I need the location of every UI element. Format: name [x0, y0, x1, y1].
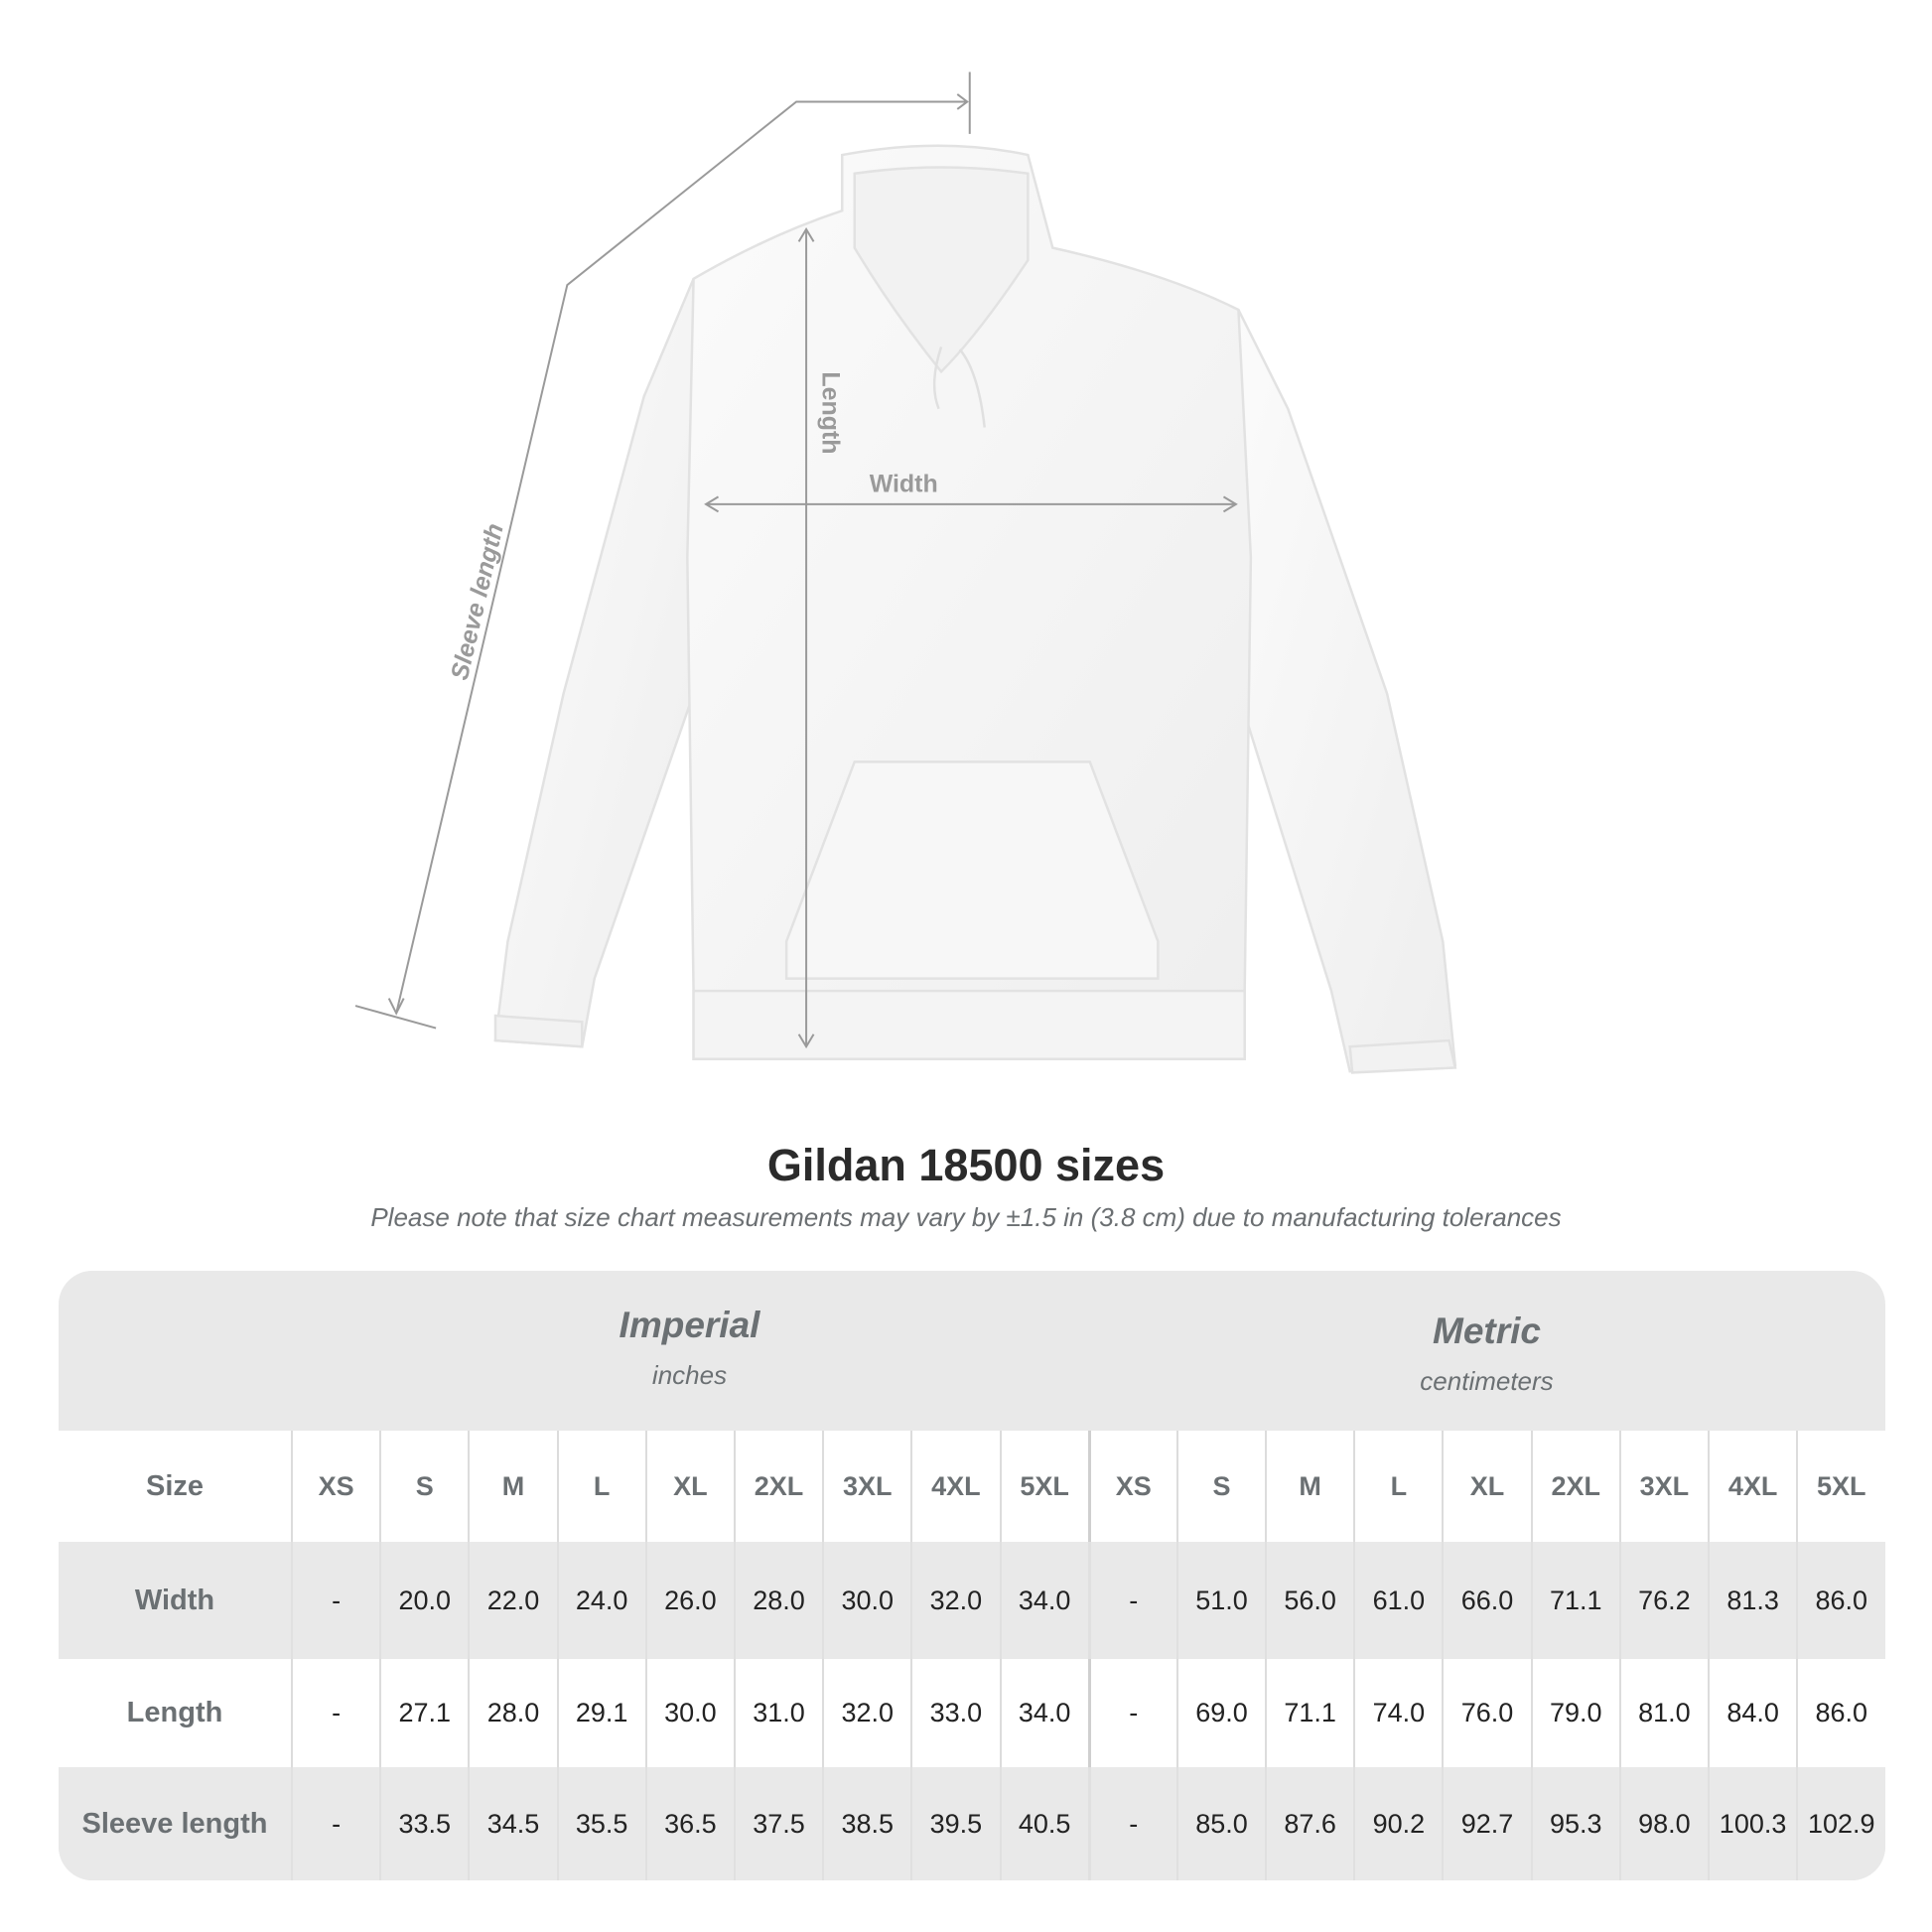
value-cell: 32.0	[910, 1542, 999, 1659]
value-cell: -	[1087, 1767, 1176, 1880]
value-cell: 100.3	[1708, 1767, 1796, 1880]
size-metric-xl: XL	[1442, 1431, 1530, 1542]
value-cell: -	[1087, 1542, 1176, 1659]
value-cell: 61.0	[1353, 1542, 1442, 1659]
value-cell: 36.5	[644, 1767, 734, 1880]
size-imperial-s: S	[379, 1431, 468, 1542]
value-cell: 22.0	[468, 1542, 556, 1659]
row-label: Width	[134, 1584, 215, 1616]
size-table: Imperial inches Metric centimeters Size X…	[59, 1271, 1885, 1880]
imperial-header: Imperial inches	[291, 1271, 1088, 1464]
value-cell: 26.0	[644, 1542, 734, 1659]
value-cell: 30.0	[822, 1542, 910, 1659]
size-imperial-5xl: 5XL	[999, 1431, 1088, 1542]
value-cell: 51.0	[1175, 1542, 1265, 1659]
value-cell: 81.0	[1618, 1659, 1708, 1767]
value-cell: 86.0	[1796, 1542, 1884, 1659]
size-metric-3xl: 3XL	[1618, 1431, 1708, 1542]
value-cell: -	[291, 1659, 379, 1767]
hoodie-image	[493, 144, 1457, 1074]
table-row: Length -27.1 28.0 29.1 30.0 31.0 32.0 33.0 34.0-…	[59, 1659, 1885, 1767]
value-cell: 20.0	[379, 1542, 468, 1659]
width-label: Width	[870, 470, 938, 497]
value-cell: 95.3	[1530, 1767, 1619, 1880]
row-label: Sleeve length	[81, 1807, 268, 1840]
size-imperial-m: M	[468, 1431, 556, 1542]
length-label: Length	[816, 371, 844, 454]
value-cell: 40.5	[999, 1767, 1088, 1880]
value-cell: 38.5	[822, 1767, 910, 1880]
value-cell: -	[291, 1542, 379, 1659]
value-cell: 90.2	[1353, 1767, 1442, 1880]
size-header-row: Size XS S M L XL 2XL 3XL 4XL 5XL XS S M L XL 2XL 3XL 4XL 5…	[59, 1431, 1885, 1542]
value-cell: 56.0	[1265, 1542, 1353, 1659]
size-metric-m: M	[1265, 1431, 1353, 1542]
value-cell: 86.0	[1796, 1659, 1884, 1767]
value-cell: 98.0	[1618, 1767, 1708, 1880]
value-cell: -	[1087, 1659, 1176, 1767]
size-imperial-4xl: 4XL	[910, 1431, 999, 1542]
value-cell: 35.5	[556, 1767, 645, 1880]
size-imperial-l: L	[556, 1431, 645, 1542]
metric-unit: centimeters	[1420, 1366, 1554, 1396]
value-cell: 81.3	[1708, 1542, 1796, 1659]
value-cell: 39.5	[910, 1767, 999, 1880]
table-row: Sleeve length -33.5 34.5 35.5 36.5 37.5 38.5 39…	[59, 1767, 1885, 1880]
size-imperial-xl: XL	[644, 1431, 734, 1542]
value-cell: 66.0	[1442, 1542, 1530, 1659]
value-cell: 33.5	[379, 1767, 468, 1880]
value-cell: -	[291, 1767, 379, 1880]
imperial-unit: inches	[651, 1360, 728, 1390]
value-cell: 102.9	[1796, 1767, 1884, 1880]
size-imperial-2xl: 2XL	[733, 1431, 822, 1542]
size-imperial-3xl: 3XL	[822, 1431, 910, 1542]
chart-title: Gildan 18500 sizes	[766, 1140, 1166, 1190]
sleeve-bottom-tick	[354, 1005, 437, 1030]
value-cell: 76.2	[1618, 1542, 1708, 1659]
measurement-lines	[354, 71, 1238, 1049]
size-metric-s: S	[1175, 1431, 1265, 1542]
value-cell: 79.0	[1530, 1659, 1619, 1767]
value-cell: 71.1	[1265, 1659, 1353, 1767]
value-cell: 32.0	[822, 1659, 910, 1767]
size-header-label: Size	[145, 1469, 205, 1502]
metric-label: Metric	[1433, 1311, 1541, 1351]
row-label: Length	[126, 1697, 223, 1728]
size-imperial-xs: XS	[291, 1431, 379, 1542]
value-cell: 87.6	[1265, 1767, 1353, 1880]
value-cell: 29.1	[556, 1659, 645, 1767]
size-metric-2xl: 2XL	[1530, 1431, 1619, 1542]
value-cell: 76.0	[1442, 1659, 1530, 1767]
value-cell: 71.1	[1530, 1542, 1619, 1659]
value-cell: 34.0	[999, 1542, 1088, 1659]
sleeve-length-label: Sleeve length	[446, 521, 509, 683]
value-cell: 34.0	[999, 1659, 1088, 1767]
value-cell: 28.0	[733, 1542, 822, 1659]
hoodie-measurement-diagram: Length Width Sleeve length	[354, 71, 1457, 1074]
value-cell: 92.7	[1442, 1767, 1530, 1880]
value-cell: 34.5	[468, 1767, 556, 1880]
value-cell: 69.0	[1175, 1659, 1265, 1767]
size-metric-4xl: 4XL	[1708, 1431, 1796, 1542]
value-cell: 84.0	[1708, 1659, 1796, 1767]
value-cell: 24.0	[556, 1542, 645, 1659]
metric-header: Metric centimeters	[1088, 1271, 1885, 1470]
value-cell: 85.0	[1175, 1767, 1265, 1880]
size-metric-5xl: 5XL	[1796, 1431, 1884, 1542]
imperial-label: Imperial	[619, 1305, 760, 1345]
tolerance-note: Please note that size chart measurements…	[370, 1202, 1562, 1232]
sleeve-length-line	[395, 100, 968, 1014]
value-cell: 74.0	[1353, 1659, 1442, 1767]
value-cell: 28.0	[468, 1659, 556, 1767]
size-metric-xs: XS	[1087, 1431, 1176, 1542]
size-metric-l: L	[1353, 1431, 1442, 1542]
value-cell: 27.1	[379, 1659, 468, 1767]
table-row: Width -20.0 22.0 24.0 26.0 28.0 30.0 32.0 34.0-5…	[59, 1542, 1885, 1659]
value-cell: 37.5	[733, 1767, 822, 1880]
value-cell: 31.0	[733, 1659, 822, 1767]
value-cell: 33.0	[910, 1659, 999, 1767]
value-cell: 30.0	[644, 1659, 734, 1767]
